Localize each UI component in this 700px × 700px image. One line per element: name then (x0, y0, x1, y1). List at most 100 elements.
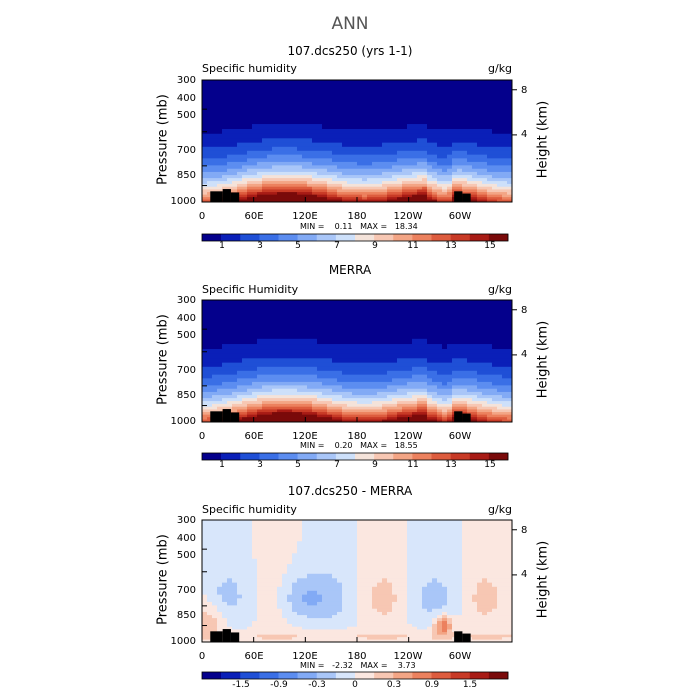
heatmap-cell (457, 161, 463, 166)
heatmap-cell (242, 189, 248, 193)
heatmap-cell (222, 138, 228, 144)
heatmap-cell (362, 349, 368, 355)
heatmap-cell (322, 637, 328, 641)
heatmap-cell (252, 197, 258, 201)
heatmap-cell (242, 129, 248, 135)
heatmap-cell (272, 637, 278, 641)
heatmap-cell (387, 327, 393, 334)
heatmap-cell (447, 165, 453, 170)
heatmap-cell (202, 189, 208, 193)
heatmap-cell (367, 395, 373, 399)
heatmap-cell (417, 138, 423, 144)
heatmap-cell (452, 161, 458, 166)
heatmap-cell (462, 101, 468, 108)
heatmap-cell (477, 358, 483, 364)
heatmap-cell (432, 197, 438, 201)
heatmap-cell (242, 569, 248, 575)
heatmap-cell (412, 358, 418, 364)
heatmap-cell (462, 138, 468, 144)
heatmap-cell (287, 150, 293, 156)
heatmap-cell (312, 564, 318, 570)
heatmap-cell (267, 199, 273, 203)
heatmap-cell (287, 385, 293, 390)
heatmap-cell (307, 378, 313, 383)
heatmap-cell (347, 161, 353, 166)
heatmap-cell (497, 192, 503, 196)
heatmap-cell (427, 138, 433, 144)
heatmap-cell (262, 80, 268, 89)
heatmap-cell (222, 113, 228, 120)
heatmap-cell (272, 362, 278, 368)
heatmap-cell (232, 605, 238, 610)
heatmap-cell (392, 194, 398, 198)
heatmap-cell (457, 171, 463, 176)
heatmap-cell (262, 578, 268, 584)
heatmap-cell (317, 547, 323, 554)
heatmap-cell (352, 626, 358, 630)
heatmap-cell (477, 370, 483, 376)
heatmap-cell (277, 573, 283, 579)
heatmap-cell (507, 419, 513, 423)
heatmap-cell (222, 94, 228, 102)
heatmap-cell (332, 358, 338, 364)
heatmap-cell (397, 385, 403, 390)
heatmap-cell (502, 403, 508, 408)
heatmap-cell (337, 344, 343, 350)
heatmap-cell (362, 158, 368, 163)
heatmap-cell (467, 113, 473, 120)
heatmap-cell (432, 344, 438, 350)
heatmap-cell (392, 338, 398, 345)
heatmap-cell (377, 406, 383, 410)
heatmap-cell (287, 362, 293, 368)
heatmap-cell (417, 186, 423, 190)
heatmap-cell (207, 183, 213, 188)
heatmap-cell (352, 629, 358, 633)
heatmap-cell (482, 353, 488, 359)
heatmap-cell (202, 113, 208, 120)
heatmap-cell (227, 366, 233, 372)
heatmap-cell (272, 527, 278, 536)
heatmap-cell (202, 590, 208, 596)
heatmap-cell (202, 520, 208, 529)
heatmap-cell (477, 412, 483, 416)
heatmap-cell (237, 547, 243, 554)
heatmap-cell (207, 150, 213, 156)
heatmap-cell (417, 189, 423, 193)
heatmap-cell (342, 94, 348, 102)
heatmap-cell (207, 138, 213, 144)
heatmap-cell (387, 353, 393, 359)
heatmap-cell (322, 186, 328, 190)
heatmap-cell (212, 314, 218, 322)
heatmap-cell (342, 417, 348, 421)
heatmap-cell (507, 133, 513, 139)
heatmap-cell (207, 378, 213, 383)
heatmap-cell (412, 154, 418, 159)
heatmap-cell (342, 594, 348, 599)
heatmap-cell (407, 327, 413, 334)
heatmap-cell (327, 621, 333, 625)
heatmap-cell (497, 333, 503, 340)
heatmap-cell (202, 142, 208, 148)
heatmap-cell (252, 391, 258, 396)
heatmap-cell (252, 564, 258, 570)
heatmap-cell (322, 573, 328, 579)
heatmap-cell (482, 409, 488, 413)
heatmap-cell (472, 178, 478, 182)
heatmap-cell (357, 412, 363, 416)
heatmap-cell (317, 564, 323, 570)
heatmap-cell (337, 388, 343, 393)
heatmap-cell (207, 385, 213, 390)
heatmap-cell (497, 107, 503, 114)
heatmap-cell (387, 594, 393, 599)
heatmap-cell (362, 107, 368, 114)
heatmap-cell (242, 171, 248, 176)
heatmap-cell (382, 133, 388, 139)
heatmap-cell (312, 391, 318, 396)
heatmap-cell (407, 146, 413, 152)
heatmap-cell (272, 547, 278, 554)
heatmap-cell (232, 626, 238, 630)
heatmap-cell (392, 138, 398, 144)
heatmap-cell (327, 391, 333, 396)
heatmap-cell (412, 197, 418, 201)
heatmap-cell (347, 186, 353, 190)
